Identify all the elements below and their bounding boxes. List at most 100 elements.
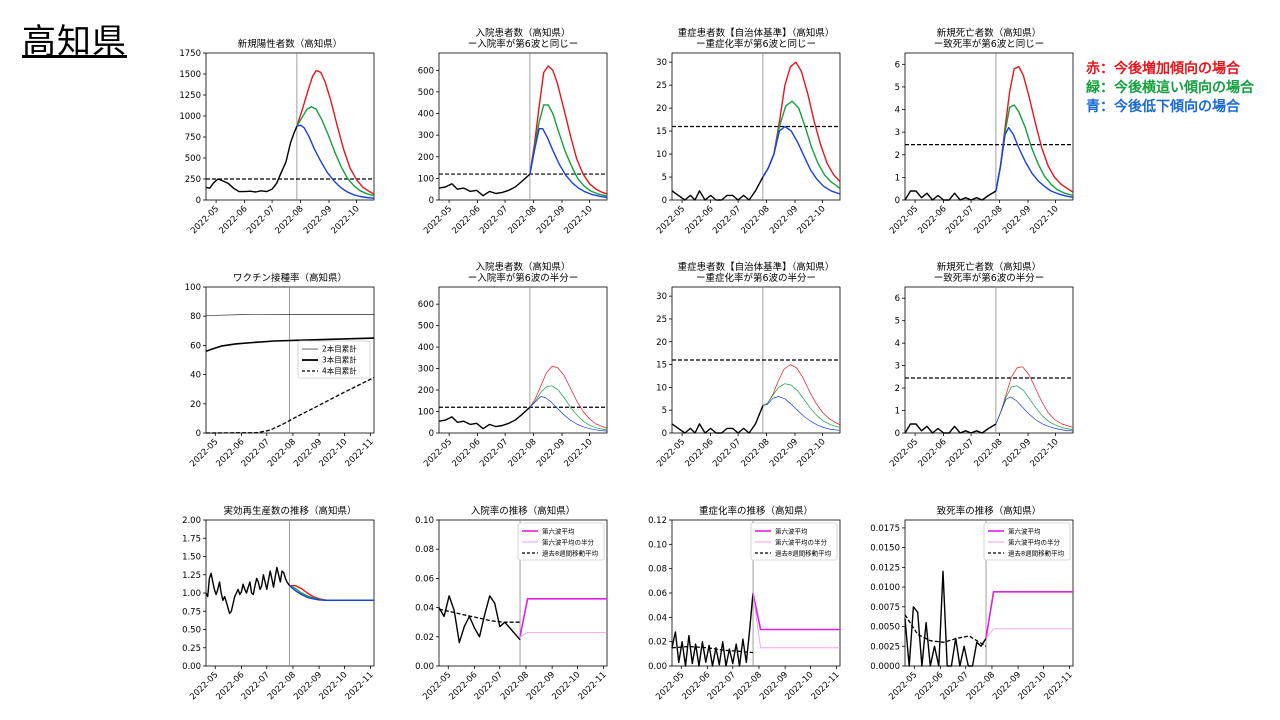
x-tick-label: 2022-06 [916,204,948,236]
x-tick-label: 2022-10 [329,204,361,236]
y-tick-label: 1.00 [182,589,201,599]
y-tick-label: 0.02 [415,633,434,643]
x-tick-label: 2022-08 [506,204,538,236]
x-tick-label: 2022-10 [1028,437,1060,469]
chart-title: ワクチン接種率（高知県） [233,272,347,284]
plot-frame [904,286,1074,434]
series-line-black [671,645,754,654]
x-tick-label: 2022-06 [683,437,715,469]
x-tick-label: 2022-11 [810,670,842,702]
legend-label: 第六波平均 [775,527,808,536]
series-line-magenta [985,590,1073,639]
y-tick-label: 200 [418,386,434,396]
series-line-green [529,104,608,197]
series-line-green [529,385,608,431]
y-tick-label: 0.00 [415,662,434,672]
series-line-black [205,566,291,615]
x-tick-label: 2022-10 [562,204,594,236]
legend-box [983,522,1071,561]
x-tick-label: 2022-08 [739,204,771,236]
y-tick-label: 80 [190,312,201,322]
series-line-blue [529,396,608,432]
series-line-blue [296,124,375,199]
y-tick-label: 200 [418,153,434,163]
plot-frame [904,52,1074,201]
legend-label: 3本目累計 [322,355,357,365]
y-tick-label: 0.12 [648,516,667,526]
x-tick-label: 2022-08 [506,437,538,469]
y-tick-label: 15 [656,361,667,371]
x-tick-label: 2022-11 [577,670,609,702]
y-tick-label: 20 [656,338,667,348]
x-tick-label: 2022-09 [768,204,800,236]
chart-title: ー重症化率が第6波と同じー [696,38,816,50]
y-tick-label: 600 [418,300,434,310]
series-line-blue [529,127,608,199]
y-tick-label: 0.0175 [870,524,900,534]
x-tick-label: 2022-09 [302,204,334,236]
x-tick-label: 2022-05 [655,437,687,469]
x-tick-label: 2022-06 [450,204,482,236]
y-tick-label: 0 [429,196,434,206]
x-tick-label: 2022-07 [944,204,976,236]
y-tick-label: 0.10 [648,540,667,550]
chart-title: 実効再生産数の推移（高知県） [223,505,356,517]
y-tick-label: 300 [418,365,434,375]
x-tick-label: 2022-06 [217,204,249,236]
chart-rt: 実効再生産数の推移（高知県） 0.00 0.25 0.50 0.75 1.00 1.25 1.… [182,505,376,702]
y-tick-label: 6 [895,60,900,70]
y-tick-label: 30 [656,58,667,68]
y-tick-label: 6 [895,294,900,304]
y-tick-label: 500 [418,322,434,332]
chart-new-cases: 新規陽性者数（高知県） 0 250 500 750 1000 1250 1500 1750 202… [179,38,375,236]
chart-hospitalized-same: 入院患者数（高知県）ー入院率が第6波と同じー 0 100 200 300 400 500 60… [418,27,608,236]
chart-severe-half: 重症患者数【自治体基準】（高知県）ー重症化率が第6波の半分ー 0 5 10 15 20 25… [655,261,841,469]
series-line-green [995,104,1074,197]
y-tick-label: 2.00 [182,516,201,526]
x-tick-label: 2022-05 [422,437,454,469]
x-tick-label: 2022-09 [535,204,567,236]
y-tick-label: 30 [656,292,667,302]
y-tick-label: 5 [895,83,900,93]
y-tick-label: 0.0075 [870,603,900,613]
x-tick-label: 2022-11 [1043,670,1075,702]
series-line-pink [752,592,840,649]
x-tick-label: 2022-07 [478,204,510,236]
series-line-blue [762,396,841,431]
y-tick-label: 1.50 [182,553,201,563]
series-line-red [762,61,841,183]
legend-box [297,340,371,379]
series-line-pink [519,632,607,638]
plot-frame [438,52,608,201]
x-tick-label: 2022-08 [972,204,1004,236]
chart-title: 新規死亡者数（高知県） [937,27,1042,39]
chart-title: 入院患者数（高知県） [475,27,570,39]
y-tick-label: 0.00 [182,662,201,672]
legend-label: 過去8週間移動平均 [775,549,832,558]
series-line-black [904,190,997,201]
y-tick-label: 1.25 [182,571,201,581]
series-line-black [671,405,764,434]
y-tick-label: 0 [196,196,201,206]
y-tick-label: 0.00 [648,662,667,672]
y-tick-label: 0.0100 [870,583,900,593]
chart-severe-rate: 重症化率の推移（高知県） 0.00 0.02 0.04 0.06 0.08 0.10 0.12… [648,505,842,702]
y-tick-label: 0.75 [182,607,201,617]
y-tick-label: 0.06 [415,574,434,584]
chart-title: 新規陽性者数（高知県） [238,38,343,50]
y-tick-label: 0.08 [415,545,434,555]
x-tick-label: 2022-08 [972,437,1004,469]
y-tick-label: 0.0150 [870,544,900,554]
legend-label: 4本目累計 [322,366,357,376]
plot-frame [205,286,375,434]
y-tick-label: 25 [656,315,667,325]
chart-title: ー入院率が第6波の半分ー [468,272,579,284]
chart-hosp-rate: 入院率の推移（高知県） 0.00 0.02 0.04 0.06 0.08 0.10 2022-… [415,505,609,702]
series-line-black [205,376,375,434]
y-tick-label: 0 [429,429,434,439]
legend-box [517,522,605,561]
y-tick-label: 1 [895,407,900,417]
y-tick-label: 0.0050 [870,623,900,633]
y-tick-label: 0.25 [182,644,201,654]
